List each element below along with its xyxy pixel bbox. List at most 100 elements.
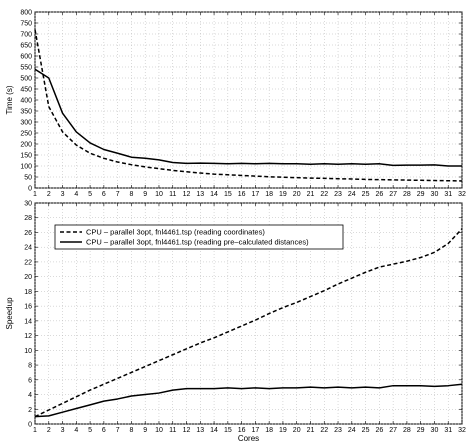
speedup-x-tick-label: 25: [362, 427, 370, 434]
time-x-tick-label: 31: [444, 191, 452, 198]
speedup-x-tick-label: 4: [74, 427, 78, 434]
time-x-tick-label: 16: [238, 191, 246, 198]
speedup-series: [34, 228, 463, 418]
speedup-x-tick-label: 22: [320, 427, 328, 434]
speedup-x-tick-label: 1: [33, 427, 37, 434]
time-x-tick-label: 1: [33, 191, 37, 198]
time-y-tick-label: 700: [20, 32, 32, 39]
time-x-tick-label: 7: [116, 191, 120, 198]
speedup-x-tick-label: 28: [403, 427, 411, 434]
time-x-tick-label: 13: [196, 191, 204, 198]
time-x-tick-label: 22: [320, 191, 328, 198]
time-x-tick-label: 19: [279, 191, 287, 198]
speedup-x-tick-label: 3: [61, 427, 65, 434]
time-x-tick-label: 24: [348, 191, 356, 198]
time-x-tick-label: 4: [74, 191, 78, 198]
speedup-x-tick-label: 5: [88, 427, 92, 434]
time-x-tick-label: 8: [129, 191, 133, 198]
speedup-y-tick-label: 24: [24, 245, 32, 252]
speedup-y-tick-label: 18: [24, 289, 32, 296]
legend-entry-coordinates: CPU – parallel 3opt, fnl4461.tsp (readin…: [86, 228, 265, 237]
time-x-tick-label: 15: [224, 191, 232, 198]
time-y-ticks: 0 50 100 150 200 250 300 350 400 450 500 550 600 650 7…: [20, 10, 462, 193]
speedup-x-ticks: 1 2 3 4 5 6 7 8 9 10 11 12 13 14 15 16 17 18 19 20 21 22 23 24 2…: [33, 203, 466, 434]
time-x-tick-label: 17: [251, 191, 259, 198]
speedup-y-tick-label: 0: [28, 422, 32, 429]
time-x-tick-label: 3: [61, 191, 65, 198]
time-y-tick-label: 0: [28, 186, 32, 193]
time-y-tick-label: 200: [20, 142, 32, 149]
time-x-tick-label: 2: [47, 191, 51, 198]
time-x-tick-label: 6: [102, 191, 106, 198]
time-series-precalculated-line: [34, 68, 462, 167]
speedup-x-tick-label: 21: [307, 427, 315, 434]
speedup-x-tick-label: 8: [129, 427, 133, 434]
time-y-tick-label: 750: [20, 21, 32, 28]
time-y-tick-label: 50: [24, 175, 32, 182]
speedup-x-tick-label: 31: [444, 427, 452, 434]
time-y-tick-label: 300: [20, 120, 32, 127]
time-x-tick-label: 10: [155, 191, 163, 198]
time-y-tick-label: 350: [20, 109, 32, 116]
speedup-series-coordinates-line: [34, 228, 463, 418]
speedup-x-tick-label: 26: [375, 427, 383, 434]
speedup-y-tick-label: 6: [28, 377, 32, 384]
speedup-y-tick-label: 12: [24, 333, 32, 340]
speedup-x-tick-label: 15: [224, 427, 232, 434]
time-x-tick-label: 32: [458, 191, 466, 198]
time-y-tick-label: 450: [20, 87, 32, 94]
speedup-x-tick-label: 10: [155, 427, 163, 434]
speedup-x-tick-label: 14: [210, 427, 218, 434]
speedup-x-tick-label: 18: [265, 427, 273, 434]
speedup-y-tick-label: 16: [24, 304, 32, 311]
time-x-tick-label: 25: [362, 191, 370, 198]
time-y-tick-label: 800: [20, 10, 32, 17]
time-y-tick-label: 250: [20, 131, 32, 138]
time-x-tick-label: 28: [403, 191, 411, 198]
speedup-x-tick-label: 12: [183, 427, 191, 434]
speedup-y-tick-label: 20: [24, 274, 32, 281]
time-x-tick-label: 21: [307, 191, 315, 198]
speedup-y-tick-label: 8: [28, 363, 32, 370]
speedup-y-tick-label: 30: [24, 201, 32, 208]
legend-entry-precalculated: CPU – parallel 3opt, fnl4461.tsp (readin…: [86, 238, 309, 247]
speedup-x-tick-label: 6: [102, 427, 106, 434]
time-x-tick-label: 20: [293, 191, 301, 198]
speedup-x-tick-label: 30: [431, 427, 439, 434]
time-x-tick-label: 5: [88, 191, 92, 198]
speedup-x-tick-label: 17: [251, 427, 259, 434]
time-y-tick-label: 600: [20, 54, 32, 61]
speedup-x-tick-label: 19: [279, 427, 287, 434]
legend-box: [54, 224, 344, 250]
speedup-x-tick-label: 32: [458, 427, 466, 434]
speedup-y-tick-label: 26: [24, 230, 32, 237]
speedup-x-tick-label: 9: [143, 427, 147, 434]
time-x-tick-label: 26: [375, 191, 383, 198]
speedup-x-tick-label: 24: [348, 427, 356, 434]
speedup-y-tick-label: 14: [24, 318, 32, 325]
time-x-tick-label: 30: [431, 191, 439, 198]
speedup-y-tick-label: 28: [24, 215, 32, 222]
time-x-ticks: 1 2 3 4 5 6 7 8 9 10 11 12 13 14 15 16 17 18 19 20 21 22 23 24 2…: [33, 12, 466, 198]
time-panel: 0 50 100 150 200 250 300 350 400 450 500 550 600 650 7…: [5, 10, 466, 199]
time-y-tick-label: 550: [20, 65, 32, 72]
time-series: [34, 29, 463, 182]
time-y-tick-label: 150: [20, 153, 32, 160]
speedup-x-tick-label: 2: [47, 427, 51, 434]
speedup-x-tick-label: 7: [116, 427, 120, 434]
speedup-y-tick-label: 2: [28, 407, 32, 414]
time-y-tick-label: 650: [20, 43, 32, 50]
speedup-y-axis-label: Speedup: [5, 297, 14, 330]
speedup-x-tick-label: 27: [389, 427, 397, 434]
time-y-axis-label: Time (s): [5, 85, 14, 114]
speedup-x-tick-label: 20: [293, 427, 301, 434]
speedup-y-tick-label: 22: [24, 259, 32, 266]
speedup-x-tick-label: 16: [238, 427, 246, 434]
time-y-tick-label: 100: [20, 164, 32, 171]
time-x-tick-label: 18: [265, 191, 273, 198]
time-x-tick-label: 11: [169, 191, 176, 198]
time-x-tick-label: 12: [183, 191, 191, 198]
